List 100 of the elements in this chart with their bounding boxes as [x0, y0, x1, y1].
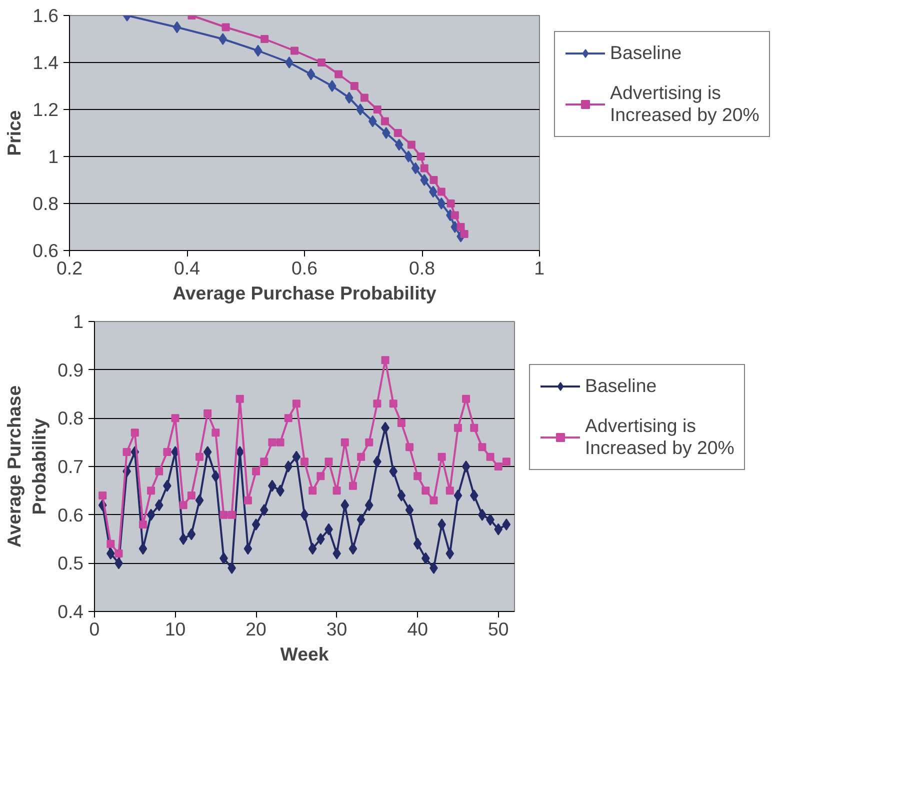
point: [196, 452, 204, 461]
y-tick-label: 0.4: [58, 601, 84, 622]
point: [228, 510, 236, 519]
point: [373, 400, 382, 408]
point: [222, 23, 230, 32]
point: [138, 520, 147, 528]
point: [212, 428, 220, 437]
point: [228, 562, 236, 574]
point: [456, 223, 465, 231]
x-tick-label: 40: [407, 618, 428, 640]
x-tick-label: 10: [164, 618, 186, 640]
x-tick-label: 0.6: [292, 258, 318, 278]
point: [114, 550, 123, 558]
point: [397, 490, 406, 502]
point: [203, 446, 212, 458]
point: [328, 80, 336, 92]
point: [244, 496, 252, 504]
legend-label: Baseline: [585, 375, 657, 397]
y-tick-label: 0.6: [32, 240, 59, 261]
point: [98, 492, 107, 500]
point: [470, 424, 478, 432]
point: [220, 510, 228, 519]
x-tick-label: 0.2: [56, 258, 82, 278]
point: [380, 117, 389, 126]
point: [394, 129, 402, 137]
y-tick-label: 0.7: [58, 456, 84, 477]
y-tick-label: 1.4: [32, 52, 59, 73]
point: [397, 419, 406, 427]
point: [446, 200, 455, 208]
point: [187, 528, 196, 540]
point: [416, 152, 425, 160]
point: [316, 533, 325, 545]
y-tick-label: 0.8: [58, 408, 84, 429]
point: [348, 542, 358, 555]
point: [187, 492, 196, 500]
point: [486, 452, 494, 461]
x-tick-label: 20: [246, 618, 266, 640]
point: [290, 46, 299, 55]
point: [260, 504, 268, 516]
point: [147, 486, 156, 495]
y-tick-label: 1: [73, 311, 84, 332]
point: [195, 494, 204, 506]
point: [268, 438, 276, 446]
point: [438, 518, 446, 530]
point: [284, 460, 293, 472]
point: [324, 458, 333, 466]
point: [430, 496, 438, 504]
point: [155, 467, 164, 476]
point: [146, 508, 156, 521]
point: [437, 198, 446, 210]
point: [360, 94, 368, 102]
point: [332, 486, 341, 495]
point: [106, 548, 115, 560]
point: [171, 414, 180, 422]
point: [122, 448, 131, 456]
point: [211, 470, 220, 482]
point: [138, 542, 148, 555]
point: [405, 504, 414, 516]
point: [254, 44, 262, 57]
point: [316, 472, 325, 480]
x-axis-title: Week: [280, 644, 330, 664]
point: [334, 70, 343, 78]
point: [430, 562, 438, 574]
point: [494, 462, 502, 470]
point: [404, 150, 413, 162]
point: [276, 438, 284, 446]
point: [421, 552, 430, 564]
point: [430, 176, 438, 184]
point: [406, 443, 414, 452]
point: [285, 56, 294, 68]
point: [420, 174, 429, 186]
point: [438, 452, 446, 461]
x-tick-label: 50: [488, 618, 509, 640]
point: [308, 542, 317, 555]
point: [454, 424, 462, 432]
legend-label: Baseline: [610, 42, 682, 64]
point: [381, 356, 390, 364]
point: [428, 186, 438, 198]
point: [478, 443, 486, 452]
point: [450, 211, 459, 220]
point: [154, 499, 164, 512]
point: [292, 450, 301, 463]
point: [394, 138, 404, 151]
point: [462, 460, 470, 472]
y-axis-title: Average Purchase Probability: [3, 385, 50, 548]
point: [106, 540, 115, 548]
point: [252, 467, 260, 476]
point: [332, 548, 341, 560]
point: [308, 486, 317, 495]
legend-label: Advertising is Increased by 20%: [610, 82, 760, 126]
x-tick-label: 30: [326, 618, 348, 640]
y-tick-label: 1.2: [32, 99, 59, 120]
point: [502, 458, 510, 466]
point: [389, 400, 398, 408]
y-tick-label: 1.6: [32, 5, 59, 26]
x-tick-label: 0: [89, 618, 100, 640]
point: [300, 458, 308, 466]
point: [348, 482, 357, 490]
y-axis-title: Price: [4, 110, 25, 156]
point: [502, 518, 511, 530]
